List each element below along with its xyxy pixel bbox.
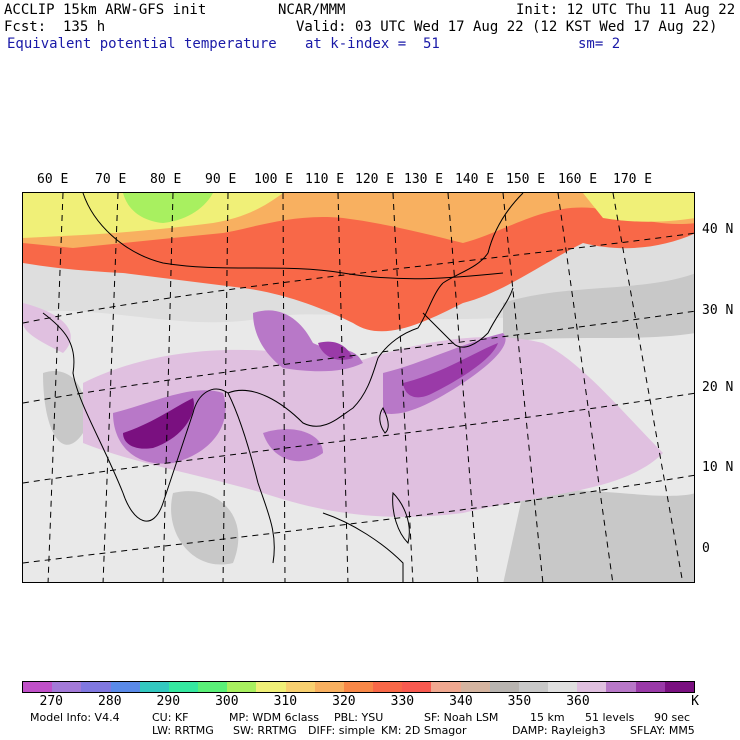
warm-band-green (123, 193, 213, 223)
theta-e-map (23, 193, 694, 582)
level-label: at k-index = 51 (305, 36, 440, 52)
moist-region (23, 303, 71, 353)
graticule (23, 193, 694, 582)
legend-tick-label: 270 (39, 694, 63, 709)
latitude-label: 30 N (702, 303, 734, 318)
legend-swatch (431, 682, 461, 692)
legend-tick-label: 340 (449, 694, 473, 709)
legend-swatch (635, 682, 665, 692)
purple-region (263, 429, 323, 462)
legend-tick-label: 330 (390, 694, 415, 709)
model-info-item: SW: RRTMG (233, 724, 297, 737)
warm-band-yellow-east (583, 193, 694, 222)
model-info-item: LW: RRTMG (152, 724, 214, 737)
legend-tick-label: 290 (156, 694, 181, 709)
model-info-item: 90 sec (654, 711, 691, 724)
legend-swatch (23, 682, 53, 692)
legend-tick-label: 360 (566, 694, 590, 709)
model-info-item: SF: Noah LSM (424, 711, 499, 724)
smoothing-label: sm= 2 (578, 36, 621, 52)
model-info-item: DAMP: Rayleigh3 (512, 724, 606, 737)
model-info-item: MP: WDM 6class (229, 711, 319, 724)
legend-swatch (227, 682, 257, 692)
legend-tick-label: 280 (98, 694, 122, 709)
legend-swatch (52, 682, 82, 692)
model-title: ACCLIP 15km ARW-GFS init (4, 2, 207, 18)
longitude-label: 90 E (205, 172, 237, 187)
legend-swatch (577, 682, 607, 692)
latitude-label: 0 (702, 541, 710, 556)
legend-swatch (606, 682, 636, 692)
legend-swatch (343, 682, 374, 692)
map-panel (22, 192, 695, 583)
legend-swatch (81, 682, 111, 692)
latitude-label: 10 N (702, 460, 734, 475)
longitude-label: 160 E (558, 172, 598, 187)
legend-swatch (285, 682, 315, 692)
legend-swatch (548, 682, 578, 692)
longitude-label: 120 E (355, 172, 395, 187)
deep-purple-region (123, 398, 194, 449)
forecast-hour: Fcst: 135 h (4, 19, 106, 35)
longitude-label: 70 E (95, 172, 127, 187)
gray-patch (503, 273, 694, 343)
model-info-item: PBL: YSU (334, 711, 384, 724)
legend-swatch (489, 682, 519, 692)
deep-purple-region (318, 341, 353, 360)
model-info-item: 15 km (530, 711, 565, 724)
valid-time: Valid: 03 UTC Wed 17 Aug 22 (12 KST Wed … (296, 19, 718, 35)
legend-swatch (110, 682, 140, 692)
legend-swatch (518, 682, 549, 692)
legend-swatch (139, 682, 169, 692)
legend-swatch (314, 682, 344, 692)
model-info-item: SFLAY: MM5 (630, 724, 695, 737)
moist-region (83, 337, 663, 517)
color-legend (22, 681, 695, 693)
model-info-item: CU: KF (152, 711, 189, 724)
gray-patch (171, 491, 239, 565)
latitude-label: 40 N (702, 222, 734, 237)
legend-swatch (402, 682, 432, 692)
longitude-label: 150 E (506, 172, 546, 187)
init-time: Init: 12 UTC Thu 11 Aug 22 (516, 2, 736, 18)
longitude-label: 130 E (404, 172, 444, 187)
legend-unit: K (691, 694, 699, 709)
legend-swatch (664, 682, 694, 692)
legend-tick-label: 310 (273, 694, 298, 709)
model-info-item: 51 levels (585, 711, 635, 724)
legend-swatch (198, 682, 228, 692)
legend-swatch (168, 682, 199, 692)
longitude-label: 60 E (37, 172, 69, 187)
model-info-item: DIFF: simple (308, 724, 376, 737)
gray-patch (503, 490, 694, 582)
longitude-label: 80 E (150, 172, 182, 187)
center-label: NCAR/MMM (278, 2, 346, 18)
latitude-label: 20 N (702, 380, 734, 395)
longitude-label: 110 E (305, 172, 345, 187)
field-name: Equivalent potential temperature (7, 36, 277, 52)
legend-swatch (373, 682, 403, 692)
legend-tick-label: 350 (507, 694, 532, 709)
model-info-item: KM: 2D Smagor (381, 724, 467, 737)
model-info-item: Model Info: V4.4 (30, 711, 120, 724)
longitude-label: 170 E (613, 172, 653, 187)
legend-swatch (460, 682, 490, 692)
longitude-label: 140 E (455, 172, 495, 187)
coastlines (42, 193, 524, 582)
legend-swatch (256, 682, 286, 692)
deep-purple-region (403, 343, 498, 398)
longitude-label: 100 E (254, 172, 294, 187)
legend-tick-label: 320 (332, 694, 356, 709)
legend-tick-label: 300 (215, 694, 239, 709)
